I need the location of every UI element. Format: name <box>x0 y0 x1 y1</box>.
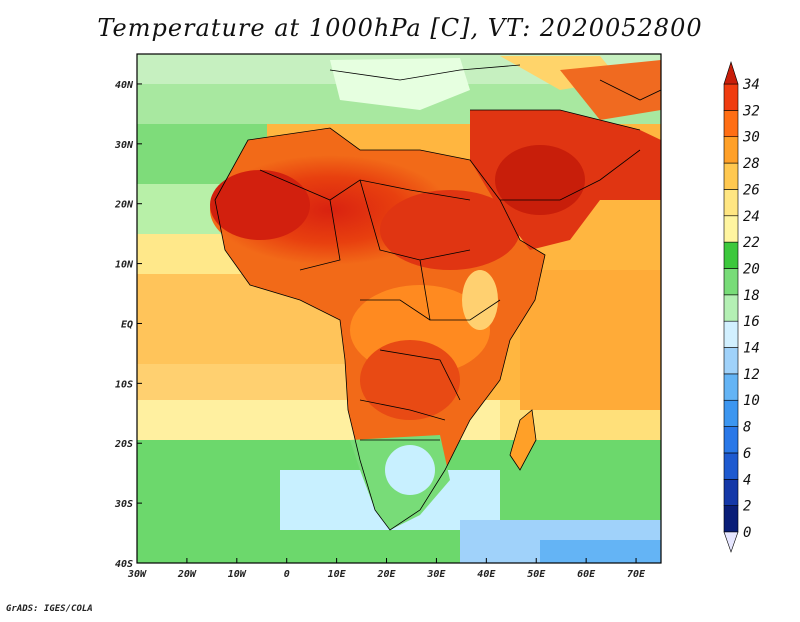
lon-label: 70E <box>627 569 646 580</box>
colorbar-bin <box>723 110 739 138</box>
colorbar-label: 0 <box>743 525 751 541</box>
lat-label: 30S <box>114 499 133 510</box>
country-borders <box>214 64 661 531</box>
colorbar-bin <box>723 136 739 164</box>
colorbar-label: 18 <box>743 288 760 304</box>
colorbar-over-triangle <box>723 61 739 85</box>
lon-label: 20E <box>376 569 396 580</box>
colorbar-label: 22 <box>743 235 760 251</box>
colorbar-bin <box>723 189 739 217</box>
colorbar-bin <box>723 426 739 454</box>
colorbar-label: 2 <box>743 499 751 515</box>
temperature-field <box>137 54 661 563</box>
lon-label: 30E <box>426 569 446 580</box>
lat-label: 10N <box>115 260 134 271</box>
lon-label: 60E <box>577 569 596 580</box>
colorbar-bin <box>723 268 739 296</box>
lon-label: 0 <box>284 569 290 580</box>
lon-label: 10W <box>228 569 247 580</box>
colorbar-label: 20 <box>743 261 760 277</box>
colorbar-label: 32 <box>742 103 760 119</box>
lon-label: 10E <box>328 569 347 580</box>
lat-label: 30N <box>114 140 134 151</box>
lat-label: 20S <box>114 439 133 450</box>
colorbar-label: 4 <box>743 472 751 488</box>
colorbar-bin <box>723 320 739 348</box>
lat-label: 20N <box>114 200 134 211</box>
colorbar-under-triangle <box>723 531 739 553</box>
lat-label: EQ <box>121 319 133 330</box>
colorbar-bin <box>723 215 739 243</box>
lat-label: 40N <box>115 80 134 91</box>
colorbar-label: 14 <box>743 341 760 357</box>
latitude-axis: 40N 30N 20N 10N EQ 10S 20S 30S 40S <box>114 80 142 570</box>
colorbar-label: 30 <box>742 130 760 146</box>
lon-label: 30W <box>127 569 147 580</box>
colorbar-bin <box>723 162 739 190</box>
colorbar-label: 26 <box>743 182 760 198</box>
colorbar-label: 6 <box>743 446 751 462</box>
colorbar-label: 10 <box>743 393 760 409</box>
colorbar-bin <box>723 399 739 427</box>
credit-text: GrADS: IGES/COLA <box>6 604 93 614</box>
colorbar-label: 24 <box>743 209 760 225</box>
lon-label: 20W <box>177 569 197 580</box>
lon-label: 40E <box>477 569 496 580</box>
colorbar-label: 28 <box>743 156 760 172</box>
plot-frame <box>136 53 662 564</box>
colorbar-label: 12 <box>743 367 760 383</box>
colorbar-bin <box>723 452 739 480</box>
colorbar-label: 8 <box>743 420 751 436</box>
colorbar-bin <box>723 505 739 533</box>
colorbar-bin <box>723 241 739 269</box>
colorbar-bin <box>723 373 739 401</box>
colorbar-bin <box>723 294 739 322</box>
map-title: Temperature at 1000hPa [C], VT: 20200528… <box>97 14 703 42</box>
colorbar-label: 34 <box>742 77 760 93</box>
lat-label: 40S <box>115 559 133 570</box>
lat-label: 10S <box>115 379 133 390</box>
longitude-axis: 30W 20W 10W 0 10E 20E 30E 40E 50E 60E 70E <box>127 558 646 580</box>
lon-label: 50E <box>527 569 546 580</box>
colorbar-label: 16 <box>743 314 760 330</box>
colorbar-bin <box>723 347 739 375</box>
colorbar-bin <box>723 83 739 111</box>
colorbar-bin <box>723 478 739 506</box>
